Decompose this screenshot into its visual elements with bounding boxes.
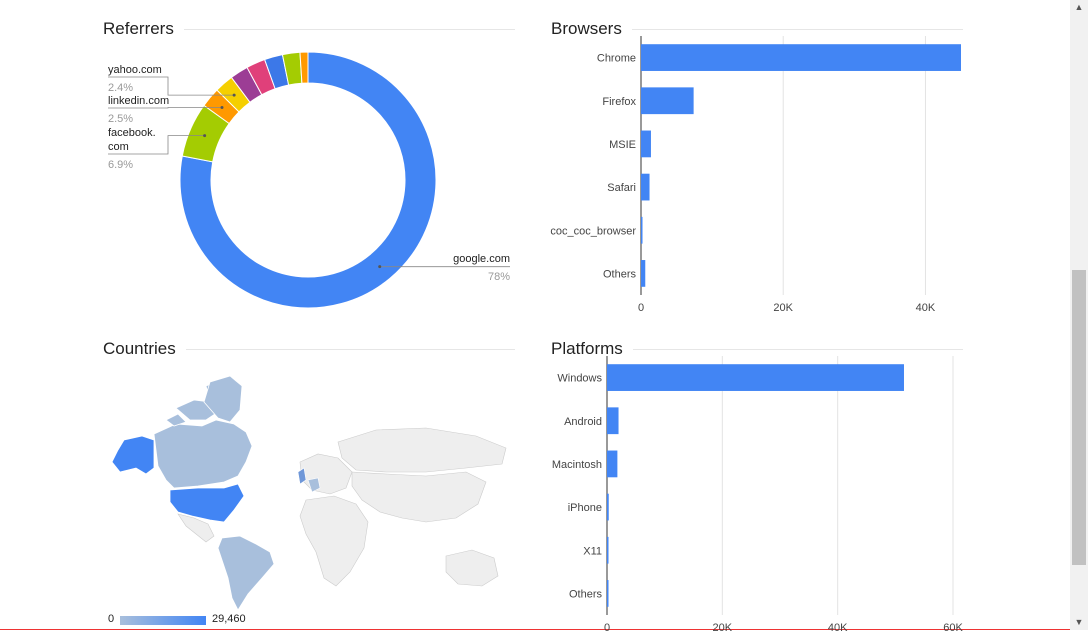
map-australia[interactable] (445, 549, 499, 587)
map-russia[interactable] (337, 427, 507, 473)
map-alaska[interactable] (111, 435, 155, 475)
map-legend-min: 0 (108, 613, 115, 625)
platforms-rule (551, 349, 963, 350)
scroll-up-arrow-icon[interactable]: ▲ (1074, 2, 1084, 12)
map-mexico[interactable] (177, 513, 215, 543)
scrollbar-thumb[interactable] (1072, 270, 1086, 565)
map-uk[interactable] (297, 467, 307, 485)
platforms-title: Platforms (551, 339, 633, 359)
browsers-title: Browsers (551, 19, 632, 39)
map-asia[interactable] (351, 471, 487, 523)
map-legend-gradient (120, 616, 206, 625)
map-western-europe[interactable] (307, 477, 321, 493)
map-usa[interactable] (169, 483, 245, 523)
map-africa[interactable] (299, 495, 369, 587)
map-greenland[interactable] (203, 375, 243, 423)
map-south-america[interactable] (217, 535, 275, 611)
browsers-rule (551, 29, 963, 30)
referrers-rule (103, 29, 515, 30)
map-canada[interactable] (153, 419, 253, 489)
countries-title: Countries (103, 339, 186, 359)
scroll-down-arrow-icon[interactable]: ▼ (1074, 617, 1084, 627)
map-legend-max: 29,460 (212, 613, 246, 625)
world-map[interactable] (106, 372, 516, 612)
countries-rule (103, 349, 515, 350)
referrers-title: Referrers (103, 19, 184, 39)
